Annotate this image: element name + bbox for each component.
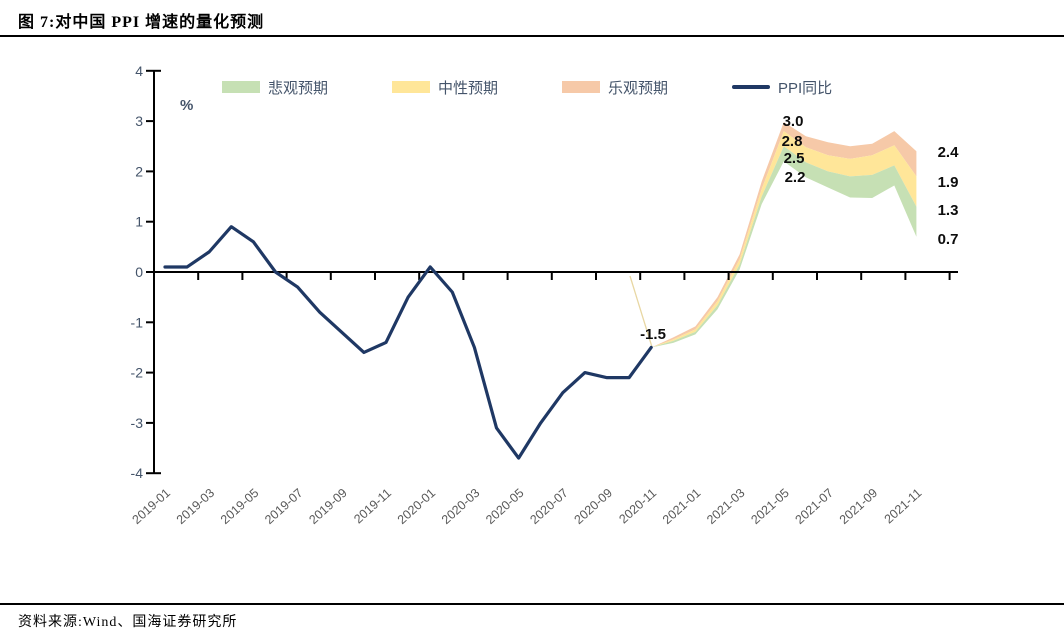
x-tick-label: 2019-11 (351, 486, 394, 527)
band-neutral (651, 131, 917, 348)
source-note: 资料来源:Wind、国海证券研究所 (18, 615, 238, 630)
data-label: 2.5 (784, 150, 805, 167)
x-tick-label: 2019-07 (262, 486, 305, 527)
legend-item-neutral: 中性预期 (392, 78, 499, 97)
figure-title: 图 7:对中国 PPI 增速的量化预测 (18, 14, 265, 31)
y-tick-label: 0 (135, 264, 143, 280)
data-label: 1.9 (938, 174, 959, 191)
x-tick-label: 2019-03 (174, 486, 217, 527)
y-tick-label: -1 (131, 314, 144, 330)
legend-label: 悲观预期 (268, 79, 329, 97)
title-divider (0, 35, 1064, 37)
legend-item-optimistic: 乐观预期 (562, 78, 669, 97)
x-tick-label: 2021-01 (660, 486, 703, 527)
chart-legend: 悲观预期 中性预期 乐观预期 PPI同比 (0, 78, 1064, 98)
x-tick-label: 2020-01 (395, 486, 438, 527)
legend-label: 乐观预期 (608, 79, 669, 97)
data-label: 2.8 (782, 133, 803, 150)
y-tick-label: 1 (135, 214, 143, 230)
x-tick-label: 2020-11 (616, 486, 659, 527)
legend-item-ppi-line: PPI同比 (732, 78, 833, 97)
data-label: 1.3 (938, 202, 959, 219)
x-tick-label: 2020-07 (527, 486, 570, 527)
y-tick-label: -3 (131, 415, 144, 431)
y-tick-label: 2 (135, 163, 143, 179)
x-tick-label: 2020-05 (483, 486, 526, 527)
y-axis-unit-label: % (180, 97, 194, 114)
legend-label: 中性预期 (438, 79, 499, 97)
ppi-line-swatch (732, 85, 770, 89)
x-tick-label: 2021-05 (748, 486, 791, 527)
x-tick-label: 2019-01 (130, 486, 173, 527)
x-tick-label: 2021-03 (704, 486, 747, 527)
footer-divider (0, 603, 1064, 605)
x-tick-label: 2021-07 (793, 486, 836, 527)
neutral-swatch (392, 81, 430, 93)
band-pessimistic (651, 146, 917, 348)
x-tick-label: 2020-09 (572, 486, 615, 527)
x-tick-label: 2021-09 (837, 486, 880, 527)
y-tick-label: -4 (131, 465, 144, 481)
y-tick-label: 3 (135, 113, 143, 129)
data-label: 2.4 (938, 144, 960, 161)
pessimistic-swatch (222, 81, 260, 93)
x-tick-label: 2021-11 (882, 486, 925, 527)
data-label: -1.5 (640, 326, 666, 343)
legend-label: PPI同比 (778, 79, 833, 97)
x-tick-label: 2019-09 (306, 486, 349, 527)
optimistic-swatch (562, 81, 600, 93)
y-tick-label: -2 (131, 365, 144, 381)
data-label: 3.0 (783, 113, 804, 130)
label-leader-line (629, 275, 653, 348)
x-tick-label: 2019-05 (218, 486, 261, 527)
data-label: 0.7 (938, 231, 959, 248)
y-tick-label: 4 (135, 63, 143, 79)
legend-item-pessimistic: 悲观预期 (222, 78, 329, 97)
data-label: 2.2 (785, 169, 806, 186)
band-optimistic (651, 122, 917, 348)
x-tick-label: 2020-03 (439, 486, 482, 527)
ppi-line (163, 225, 653, 460)
